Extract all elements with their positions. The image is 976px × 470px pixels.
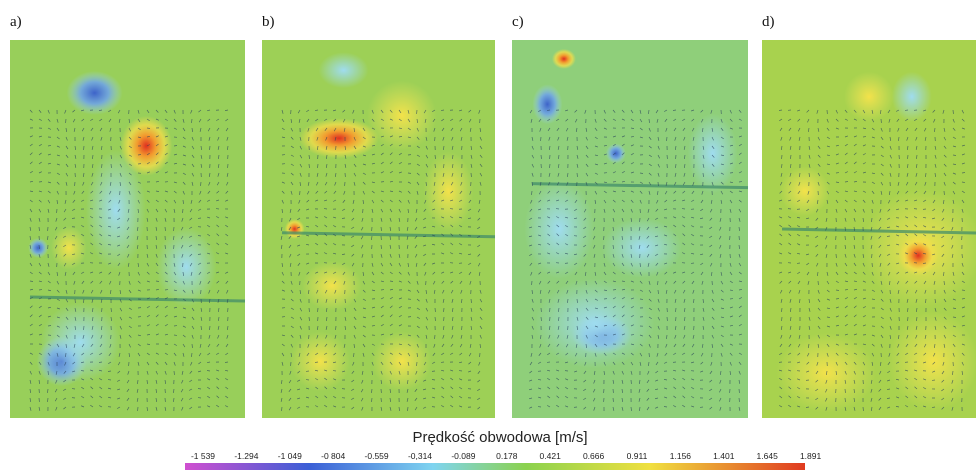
velocity-patch — [367, 81, 437, 151]
vector-arrow — [845, 398, 846, 402]
panel-label: a) — [10, 14, 22, 30]
colorbar-tick-label: 0.178 — [496, 451, 518, 461]
velocity-patch — [776, 333, 876, 413]
velocity-patch — [28, 238, 48, 258]
velocity-patch — [302, 261, 362, 311]
colorbar-tick-label: -1 539 — [191, 451, 215, 461]
velocity-patch — [602, 218, 682, 278]
colorbar-title: Prędkość obwodowa [m/s] — [412, 429, 587, 446]
panels: a) b) c) d) — [10, 14, 976, 418]
velocity-field — [262, 40, 495, 418]
velocity-patch — [41, 302, 121, 382]
velocity-patch — [688, 113, 738, 193]
velocity-patch — [898, 235, 938, 275]
velocity-patch — [67, 71, 123, 115]
velocity-patch — [535, 279, 655, 369]
colorbar-tick-label: 1.891 — [800, 451, 822, 461]
velocity-patch — [892, 72, 932, 122]
velocity-patch — [532, 84, 562, 124]
velocity-patch — [844, 72, 894, 122]
panel-label: b) — [262, 14, 275, 30]
panel-label: d) — [762, 14, 775, 30]
colorbar-tick-label: 1.645 — [757, 451, 779, 461]
velocity-patch — [780, 166, 830, 216]
vector-arrow — [198, 254, 201, 255]
vector-arrow — [923, 263, 926, 264]
velocity-field — [10, 40, 245, 418]
colorbar-tick-label: -0.559 — [365, 451, 389, 461]
velocity-patch — [299, 118, 379, 158]
velocity-patch — [552, 49, 576, 69]
colorbar-ticks: -1 539 -1.294 -1 049 -0 804 -0.559 -0,314 -0.0… — [191, 451, 822, 461]
colorbar-tick-label: -0 804 — [321, 451, 345, 461]
velocity-patch — [372, 331, 432, 391]
colorbar — [185, 463, 805, 470]
vector-arrow — [836, 290, 839, 291]
velocity-patch — [888, 311, 976, 411]
vector-arrow — [540, 335, 541, 339]
vector-arrow — [836, 298, 839, 299]
velocity-patch — [86, 150, 146, 270]
colorbar-tick-label: -1 049 — [278, 451, 302, 461]
colorbar-tick-label: -0.089 — [451, 451, 475, 461]
velocity-patch — [423, 151, 473, 231]
colorbar-tick-label: -1.294 — [234, 451, 258, 461]
panel-label: c) — [512, 14, 524, 30]
colorbar-tick-label: 0.421 — [540, 451, 562, 461]
figure: a)b)c)d) Prędkość obwodowa [m/s] -1 539-… — [0, 0, 976, 470]
velocity-patch — [290, 331, 350, 391]
vector-arrow — [435, 317, 436, 321]
velocity-field — [762, 40, 976, 418]
colorbar-tick-label: 0.666 — [583, 451, 605, 461]
colorbar-tick-label: -0,314 — [408, 451, 432, 461]
colorbar-tick-label: 1.401 — [713, 451, 735, 461]
velocity-field — [512, 40, 748, 418]
velocity-patch — [285, 219, 305, 239]
figure-canvas: a)b)c)d) Prędkość obwodowa [m/s] -1 539-… — [0, 0, 976, 470]
velocity-patch — [319, 52, 369, 88]
vector-arrow — [953, 317, 956, 318]
velocity-patch — [606, 143, 626, 163]
colorbar-tick-label: 0.911 — [627, 451, 648, 461]
colorbar-tick-label: 1.156 — [670, 451, 692, 461]
